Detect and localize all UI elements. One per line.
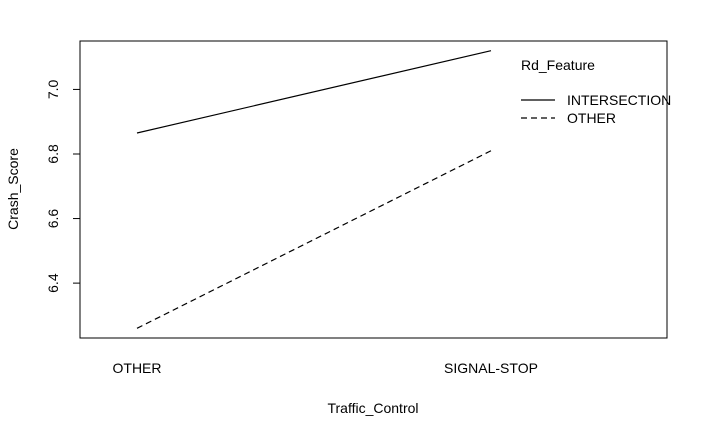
series-line xyxy=(136,150,492,329)
legend-title: Rd_Feature xyxy=(521,57,595,73)
legend: Rd_Feature INTERSECTION OTHER xyxy=(521,57,671,126)
y-tick-label: 6.4 xyxy=(45,273,61,293)
x-axis-label: Traffic_Control xyxy=(327,400,418,416)
x-tick-label: SIGNAL-STOP xyxy=(444,360,538,376)
legend-entry-label: INTERSECTION xyxy=(567,92,671,108)
x-axis-tick-labels: OTHER SIGNAL-STOP xyxy=(113,360,538,376)
y-tick-label: 6.8 xyxy=(45,144,61,164)
series-line xyxy=(136,50,492,134)
legend-entry-label: OTHER xyxy=(567,110,616,126)
legend-entries: INTERSECTION OTHER xyxy=(521,92,671,126)
plot-frame xyxy=(79,40,668,339)
y-axis-label: Crash_Score xyxy=(5,148,21,230)
y-tick-label: 6.6 xyxy=(45,209,61,229)
y-tick-label: 7.0 xyxy=(45,79,61,99)
x-tick-label: OTHER xyxy=(113,360,162,376)
y-axis: 6.4 6.6 6.8 7.0 xyxy=(45,79,81,293)
series-lines xyxy=(136,50,492,329)
